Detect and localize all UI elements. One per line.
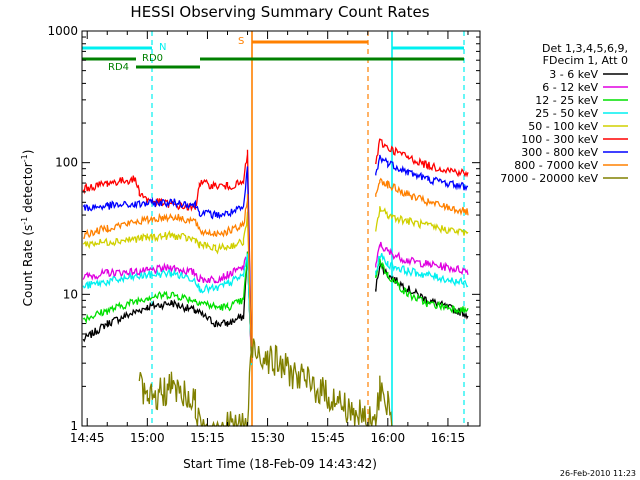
x-axis: 14:45 15:00 15:15 15:30 15:45 16:00 16:15: [70, 31, 469, 445]
legend-header-1: Det 1,3,4,5,6,9,: [542, 42, 628, 55]
series-line-4: [82, 253, 469, 366]
legend-label-6: 100 - 300 keV: [521, 133, 598, 146]
y-tick-label: 10: [63, 287, 78, 301]
x-tick-label: 15:00: [130, 431, 165, 445]
series-line-8: [83, 177, 469, 364]
series-line-5: [82, 206, 469, 360]
series-line-2: [82, 241, 469, 362]
x-tick-label: 15:30: [250, 431, 285, 445]
y-axis: 1 10 100 1000: [47, 24, 480, 433]
x-tick-label: 15:15: [190, 431, 225, 445]
legend-label-1: 3 - 6 keV: [549, 68, 598, 81]
timestamp: 26-Feb-2010 11:23: [560, 469, 636, 478]
legend-label-8: 800 - 7000 keV: [514, 159, 598, 172]
y-axis-label: Count Rate (s-1 detector-1): [20, 150, 35, 307]
series-line-3: [82, 252, 469, 363]
x-tick-label: 15:45: [310, 431, 345, 445]
legend-label-7: 300 - 800 keV: [521, 146, 598, 159]
s-label: S: [238, 36, 244, 47]
series-line-6: [82, 138, 469, 363]
x-axis-label: Start Time (18-Feb-09 14:43:42): [183, 457, 377, 471]
legend-label-5: 50 - 100 keV: [528, 120, 598, 133]
state-bars: N RD0 RD4 S: [82, 36, 464, 73]
x-tick-label: 16:00: [371, 431, 406, 445]
rd0-label: RD0: [142, 53, 163, 64]
series-line-1: [82, 251, 469, 362]
x-tick-label: 16:15: [431, 431, 466, 445]
legend-label-4: 25 - 50 keV: [535, 107, 598, 120]
y-tick-label: 1000: [47, 24, 78, 38]
x-tick-label: 14:45: [70, 431, 105, 445]
y-tick-label: 100: [55, 156, 78, 170]
legend: Det 1,3,4,5,6,9, FDecim 1, Att 0 3 - 6 k…: [500, 42, 628, 185]
chart-title: HESSI Observing Summary Count Rates: [130, 3, 429, 21]
series-line-7: [82, 154, 469, 362]
plot-frame: [81, 30, 481, 427]
y-tick-label: 1: [70, 419, 78, 433]
rd4-label: RD4: [108, 62, 129, 73]
series-line-9: [138, 338, 393, 428]
series-layer: [82, 138, 469, 428]
legend-label-2: 6 - 12 keV: [542, 81, 598, 94]
legend-label-3: 12 - 25 keV: [535, 94, 598, 107]
n-label: N: [159, 42, 166, 53]
legend-header-2: FDecim 1, Att 0: [543, 54, 628, 67]
plot-area: N RD0 RD4 S: [82, 31, 469, 428]
legend-label-9: 7000 - 20000 keV: [500, 172, 598, 185]
